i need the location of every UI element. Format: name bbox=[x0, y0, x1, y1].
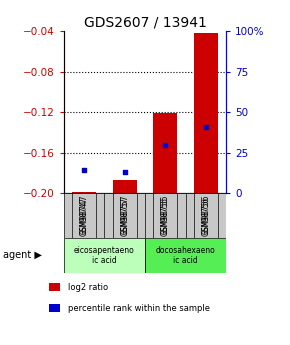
Bar bbox=[72, 193, 96, 238]
Bar bbox=[145, 238, 226, 273]
Text: agent ▶: agent ▶ bbox=[3, 250, 42, 260]
Text: GSM98747: GSM98747 bbox=[79, 195, 89, 236]
Bar bbox=[72, 192, 96, 193]
Text: eicosapentaeno
ic acid: eicosapentaeno ic acid bbox=[74, 246, 135, 265]
Text: percentile rank within the sample: percentile rank within the sample bbox=[68, 304, 210, 313]
Bar bbox=[194, 193, 218, 238]
Text: GSM98756: GSM98756 bbox=[201, 195, 211, 236]
Text: GSM98757: GSM98757 bbox=[120, 197, 129, 234]
Text: GSM98755: GSM98755 bbox=[161, 195, 170, 236]
Text: docosahexaeno
ic acid: docosahexaeno ic acid bbox=[156, 246, 215, 265]
Text: log2 ratio: log2 ratio bbox=[68, 283, 108, 292]
Text: GSM98747: GSM98747 bbox=[79, 197, 89, 234]
Bar bbox=[153, 193, 177, 238]
Bar bbox=[113, 193, 137, 238]
Text: GSM98757: GSM98757 bbox=[120, 195, 129, 236]
Point bbox=[204, 124, 208, 129]
Text: GSM98755: GSM98755 bbox=[161, 197, 170, 234]
Bar bbox=[113, 180, 137, 193]
Point bbox=[82, 168, 86, 173]
Bar bbox=[194, 33, 218, 193]
Point bbox=[122, 169, 127, 175]
Title: GDS2607 / 13941: GDS2607 / 13941 bbox=[84, 16, 206, 30]
Bar bbox=[64, 238, 145, 273]
Bar bbox=[49, 283, 60, 292]
Text: GSM98756: GSM98756 bbox=[201, 197, 211, 234]
Bar bbox=[49, 304, 60, 312]
Bar bbox=[153, 113, 177, 193]
Point bbox=[163, 142, 168, 147]
